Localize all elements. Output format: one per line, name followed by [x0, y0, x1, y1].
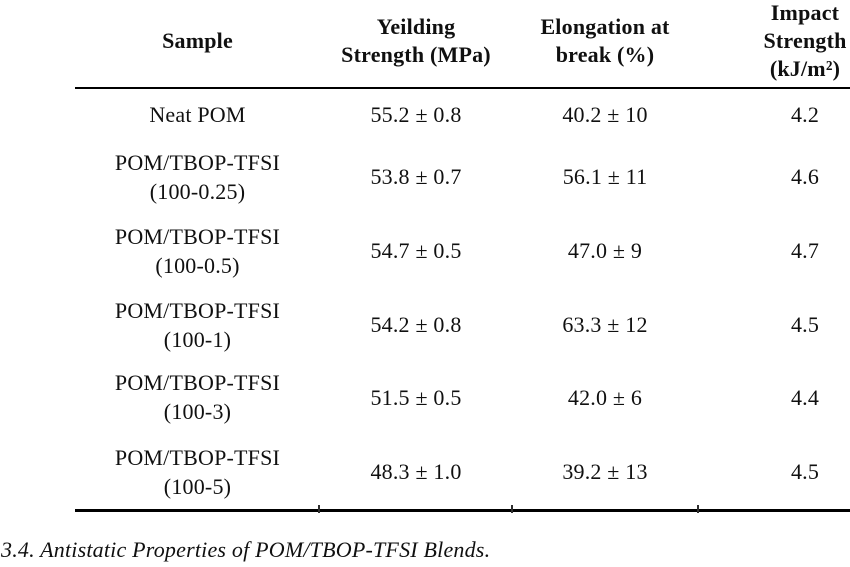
table-bottom-rule: [75, 509, 850, 512]
table-header-row: Sample Yeilding Strength (MPa) Elongatio…: [75, 0, 850, 88]
header-impact-strength: Impact Strength (kJ/m²): [763, 0, 847, 81]
cell-yielding-strength: 48.3 ± 1.0: [370, 459, 462, 484]
header-sample: Sample: [162, 27, 233, 53]
cell-impact-strength: 4.5: [790, 459, 820, 484]
cell-yielding-strength: 55.2 ± 0.8: [370, 101, 462, 127]
cell-sample: POM/TBOP-TFSI (100-1): [114, 297, 281, 352]
cell-sample: POM/TBOP-TFSI (100-0.5): [114, 223, 281, 278]
column-divider-tick: [697, 505, 699, 513]
cell-sample: POM/TBOP-TFSI (100-3): [114, 370, 281, 424]
header-elongation-at-break: Elongation at break (%): [540, 13, 670, 67]
cell-sample: Neat POM: [149, 101, 246, 127]
table-row: POM/TBOP-TFSI (100-1) 54.2 ± 0.8 63.3 ± …: [75, 288, 850, 361]
table-row: POM/TBOP-TFSI (100-5) 48.3 ± 1.0 39.2 ± …: [75, 433, 850, 510]
cell-yielding-strength: 51.5 ± 0.5: [370, 384, 462, 410]
cell-impact-strength: 4.2: [790, 101, 820, 127]
cell-sample: POM/TBOP-TFSI (100-5): [114, 444, 281, 499]
column-divider-tick: [511, 505, 513, 513]
cell-impact-strength: 4.6: [790, 164, 820, 189]
table-row: POM/TBOP-TFSI (100-0.25) 53.8 ± 0.7 56.1…: [75, 140, 850, 213]
cell-impact-strength: 4.4: [790, 384, 820, 410]
cell-elongation: 40.2 ± 10: [562, 101, 648, 127]
header-yielding-strength: Yeilding Strength (MPa): [341, 13, 491, 67]
cell-impact-strength: 4.5: [790, 312, 820, 337]
table-row: POM/TBOP-TFSI (100-3) 51.5 ± 0.5 42.0 ± …: [75, 361, 850, 433]
cell-yielding-strength: 54.2 ± 0.8: [370, 312, 462, 337]
cell-yielding-strength: 53.8 ± 0.7: [370, 164, 462, 189]
cell-elongation: 63.3 ± 12: [562, 312, 648, 337]
cell-elongation: 56.1 ± 11: [562, 164, 648, 189]
cell-impact-strength: 4.7: [790, 238, 820, 263]
cell-yielding-strength: 54.7 ± 0.5: [370, 238, 462, 263]
cell-elongation: 42.0 ± 6: [567, 384, 643, 410]
column-divider-tick: [318, 505, 320, 513]
table-row: POM/TBOP-TFSI (100-0.5) 54.7 ± 0.5 47.0 …: [75, 213, 850, 288]
cell-elongation: 47.0 ± 9: [567, 238, 643, 263]
section-heading: 3.4. Antistatic Properties of POM/TBOP-T…: [1, 537, 491, 562]
cell-elongation: 39.2 ± 13: [562, 459, 648, 484]
table-header-rule: [75, 87, 850, 89]
cell-sample: POM/TBOP-TFSI (100-0.25): [114, 149, 281, 204]
mechanical-properties-table: Sample Yeilding Strength (MPa) Elongatio…: [75, 0, 850, 510]
table-row: Neat POM 55.2 ± 0.8 40.2 ± 10 4.2: [75, 88, 850, 140]
